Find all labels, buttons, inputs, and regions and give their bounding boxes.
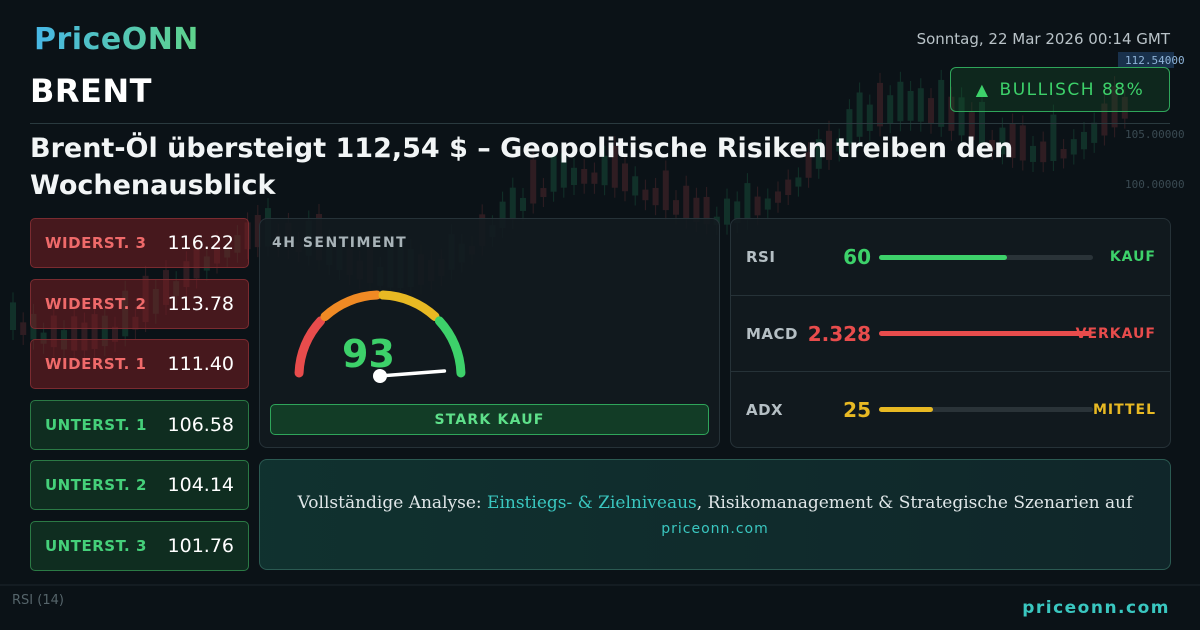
level-value: 113.78 (167, 292, 234, 315)
level-value: 104.14 (167, 474, 234, 496)
cta-highlight: Einstiegs- & Zielniveaus (487, 492, 697, 513)
header-divider (30, 123, 1170, 124)
level-label: UNTERST. 1 (45, 415, 147, 434)
price-tag: 112.54000 (1125, 54, 1185, 67)
sentiment-signal: STARK KAUF (270, 404, 709, 435)
level-value: 111.40 (167, 353, 234, 375)
level-support-2: UNTERST. 2 104.14 (30, 460, 249, 510)
indicator-bar (879, 407, 1093, 412)
gauge-segment-2 (320, 290, 382, 322)
indicator-row-adx: ADX 25 MITTEL (731, 371, 1170, 447)
indicator-bar-fill (879, 407, 933, 412)
sentiment-panel: 4H SENTIMENT 93 STARK KAUF (259, 218, 720, 448)
indicator-value: 60 (843, 245, 871, 269)
price-tag-bg (1118, 52, 1174, 68)
sentiment-badge-label: BULLISCH 88% (999, 79, 1145, 100)
level-resistance-2: WIDERST. 2 113.78 (30, 278, 249, 329)
sentiment-score: 93 (342, 332, 395, 376)
analysis-cta[interactable]: Vollständige Analyse: Einstiegs- & Zieln… (259, 459, 1171, 570)
gauge-segment-1 (294, 316, 326, 378)
indicator-signal: KAUF (1109, 249, 1156, 265)
indicator-signal: MITTEL (1092, 401, 1156, 418)
price-levels: WIDERST. 3 116.22 WIDERST. 2 113.78 WIDE… (30, 218, 249, 581)
cta-prefix: Vollständige Analyse: (297, 492, 488, 513)
gauge-hub (373, 369, 387, 383)
sentiment-gauge (294, 290, 466, 383)
indicator-bar-fill (879, 331, 1091, 336)
indicator-name: ADX (746, 400, 784, 419)
indicator-signal: VERKAUF (1075, 325, 1156, 342)
indicator-bar (879, 331, 1093, 336)
timestamp: Sonntag, 22 Mar 2026 00:14 GMT (916, 30, 1170, 48)
sentiment-badge: ▲ BULLISCH 88% (950, 67, 1170, 112)
rsi-pane-label: RSI (14) (12, 593, 64, 608)
level-label: WIDERST. 2 (45, 294, 147, 313)
triangle-up-icon: ▲ (975, 80, 990, 99)
gauge-segment-4 (434, 316, 466, 378)
headline: Brent-Öl übersteigt 112,54 $ – Geopoliti… (30, 133, 1014, 201)
brand-logo: PriceONN (34, 22, 199, 57)
indicators-panel: RSI 60 KAUF MACD 2.328 VERKAUF ADX 25 MI… (730, 218, 1171, 448)
indicator-bar (879, 254, 1093, 260)
indicator-row-macd: MACD 2.328 VERKAUF (731, 295, 1170, 371)
cta-text: Vollständige Analyse: Einstiegs- & Zieln… (298, 493, 1133, 513)
indicator-name: RSI (746, 248, 776, 266)
level-resistance-3: WIDERST. 3 116.22 (30, 218, 249, 268)
level-label: WIDERST. 3 (45, 234, 147, 252)
gauge-segment-3 (378, 290, 440, 322)
level-label: WIDERST. 1 (45, 355, 147, 373)
level-value: 116.22 (167, 232, 234, 254)
level-resistance-1: WIDERST. 1 111.40 (30, 339, 249, 389)
axis-label-lower: 100.00000 (1125, 178, 1185, 191)
gauge-needle (378, 369, 447, 378)
level-value: 101.76 (167, 534, 234, 557)
indicator-name: MACD (746, 324, 798, 343)
level-value: 106.58 (167, 413, 234, 436)
sentiment-title: 4H SENTIMENT (272, 235, 408, 251)
cta-suffix: , Risikomanagement & Strategische Szenar… (696, 492, 1133, 513)
cta-link[interactable]: priceonn.com (661, 520, 769, 537)
instrument-symbol: BRENT (30, 72, 152, 110)
axis-label-upper: 105.00000 (1125, 128, 1185, 141)
level-label: UNTERST. 2 (45, 476, 147, 494)
indicator-bar-fill (879, 254, 1008, 260)
level-support-3: UNTERST. 3 101.76 (30, 520, 249, 571)
level-support-1: UNTERST. 1 106.58 (30, 399, 249, 450)
indicator-row-rsi: RSI 60 KAUF (731, 219, 1170, 295)
indicator-value: 25 (843, 397, 871, 422)
footer-link[interactable]: priceonn.com (1022, 598, 1170, 618)
level-label: UNTERST. 3 (45, 536, 147, 555)
indicator-value: 2.328 (807, 321, 871, 346)
